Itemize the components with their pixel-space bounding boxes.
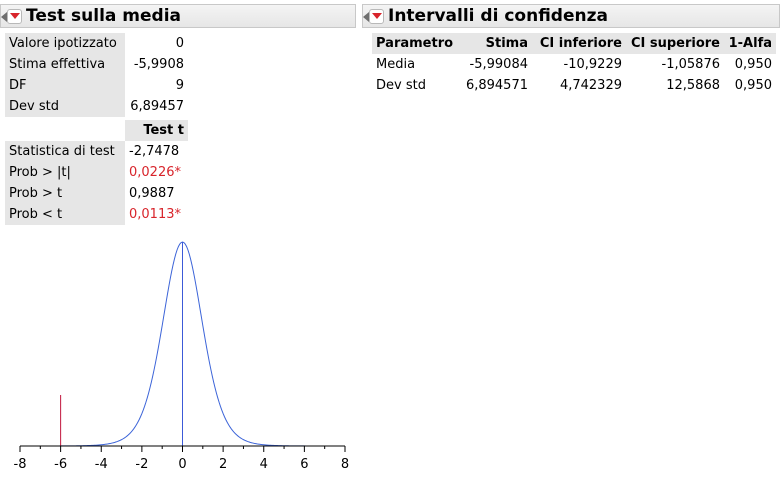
test-value: -2,7478	[129, 144, 180, 159]
summary-value: -5,9908	[133, 57, 184, 72]
cell: 12,5868	[666, 78, 720, 93]
x-tick-label: 2	[219, 457, 227, 472]
column-header: CI superiore	[626, 33, 724, 54]
column-header: Stima	[458, 33, 532, 54]
t-distribution-chart: -8 -6 -4 -2 0 2 4 6 8	[14, 241, 349, 472]
test-label: Prob < t	[5, 204, 125, 225]
table-row: Valore ipotizzato 0	[5, 33, 188, 54]
ci-panel-header: Intervalli di confidenza	[362, 4, 780, 28]
summary-value: 9	[175, 78, 184, 93]
disclosure-triangle-icon[interactable]	[363, 12, 369, 22]
x-tick-label: -4	[95, 457, 108, 472]
test-panel-header: Test sulla media	[0, 4, 356, 28]
summary-value: 6,89457	[130, 99, 184, 114]
x-tick-label: 0	[178, 457, 186, 472]
ci-panel-title: Intervalli di confidenza	[388, 6, 608, 26]
table-header-row: Parametro Stima CI inferiore CI superior…	[372, 33, 776, 54]
table-row: Prob > t 0,9887	[5, 183, 188, 204]
summary-label: Stima effettiva	[5, 54, 125, 75]
disclosure-triangle-icon[interactable]	[1, 12, 7, 22]
summary-label: DF	[5, 75, 125, 96]
table-row: Prob < t 0,0113*	[5, 204, 188, 225]
red-triangle-menu-icon[interactable]	[7, 8, 22, 24]
table-row: Media -5,99084 -10,9229 -1,05876 0,950	[372, 54, 776, 75]
test-label: Statistica di test	[5, 141, 125, 162]
test-label: Prob > |t|	[5, 162, 125, 183]
table-row: Dev std 6,894571 4,742329 12,5868 0,950	[372, 75, 776, 96]
x-tick-label: -2	[135, 457, 148, 472]
x-tick-label: 8	[341, 457, 349, 472]
summary-value: 0	[175, 36, 184, 51]
x-tick-label: -8	[14, 457, 27, 472]
column-header: 1-Alfa	[724, 33, 776, 54]
table-row: DF 9	[5, 75, 188, 96]
test-value: 0,0226*	[129, 165, 181, 180]
red-triangle-menu-icon[interactable]	[369, 8, 384, 24]
cell: Dev std	[376, 78, 426, 93]
table-row: Test t	[5, 120, 188, 141]
cell: Media	[376, 57, 416, 72]
x-tick-label: 6	[300, 457, 308, 472]
cell: -10,9229	[563, 57, 622, 72]
summary-table: Valore ipotizzato 0 Stima effettiva -5,9…	[5, 33, 188, 117]
summary-label: Dev std	[5, 96, 125, 117]
cell: 4,742329	[559, 78, 622, 93]
table-row: Dev std 6,89457	[5, 96, 188, 117]
x-tick-label: 4	[260, 457, 268, 472]
cell: -5,99084	[469, 57, 528, 72]
table-row: Prob > |t| 0,0226*	[5, 162, 188, 183]
ci-table: Parametro Stima CI inferiore CI superior…	[372, 33, 776, 96]
cell: 6,894571	[465, 78, 528, 93]
cell: -1,05876	[661, 57, 720, 72]
x-tick-label: -6	[54, 457, 67, 472]
test-table: Test t Statistica di test -2,7478 Prob >…	[5, 120, 188, 225]
cell: 0,950	[734, 78, 772, 93]
column-header: Parametro	[372, 33, 458, 54]
test-panel-title: Test sulla media	[26, 6, 182, 26]
column-header: CI inferiore	[532, 33, 626, 54]
summary-label: Valore ipotizzato	[5, 33, 125, 54]
test-value: 0,9887	[129, 186, 175, 201]
test-label: Prob > t	[5, 183, 125, 204]
test-value: 0,0113*	[129, 207, 181, 222]
table-row: Statistica di test -2,7478	[5, 141, 188, 162]
test-header: Test t	[125, 120, 188, 141]
table-row: Stima effettiva -5,9908	[5, 54, 188, 75]
cell: 0,950	[734, 57, 772, 72]
